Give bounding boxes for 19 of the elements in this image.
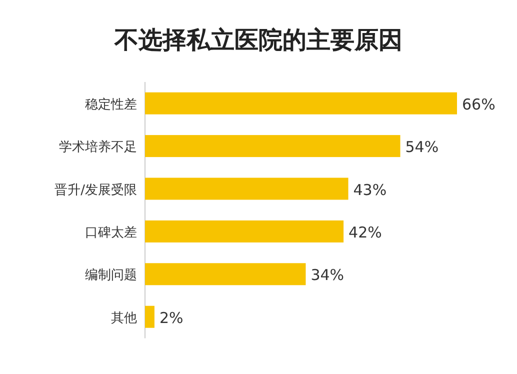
data-label: 34% — [310, 266, 344, 284]
y-tick-label: 口碑太差 — [85, 225, 137, 240]
bar — [145, 135, 400, 158]
y-tick-label: 稳定性差 — [85, 97, 137, 112]
data-label: 66% — [462, 95, 496, 114]
chart-title: 不选择私立医院的主要原因 — [114, 26, 402, 54]
bar — [145, 178, 348, 200]
y-tick-label: 编制问题 — [85, 268, 137, 284]
data-label: 43% — [353, 180, 387, 199]
bar — [145, 92, 457, 114]
y-tick-label: 其他 — [111, 310, 137, 326]
data-label: 2% — [159, 308, 184, 327]
y-tick-label: 晋升/发展受限 — [54, 182, 137, 198]
bar — [145, 220, 344, 242]
data-label: 54% — [405, 138, 439, 156]
bar — [145, 306, 154, 328]
bar — [145, 263, 306, 286]
y-tick-label: 学术培养不足 — [59, 139, 137, 156]
data-label: 42% — [348, 223, 382, 242]
